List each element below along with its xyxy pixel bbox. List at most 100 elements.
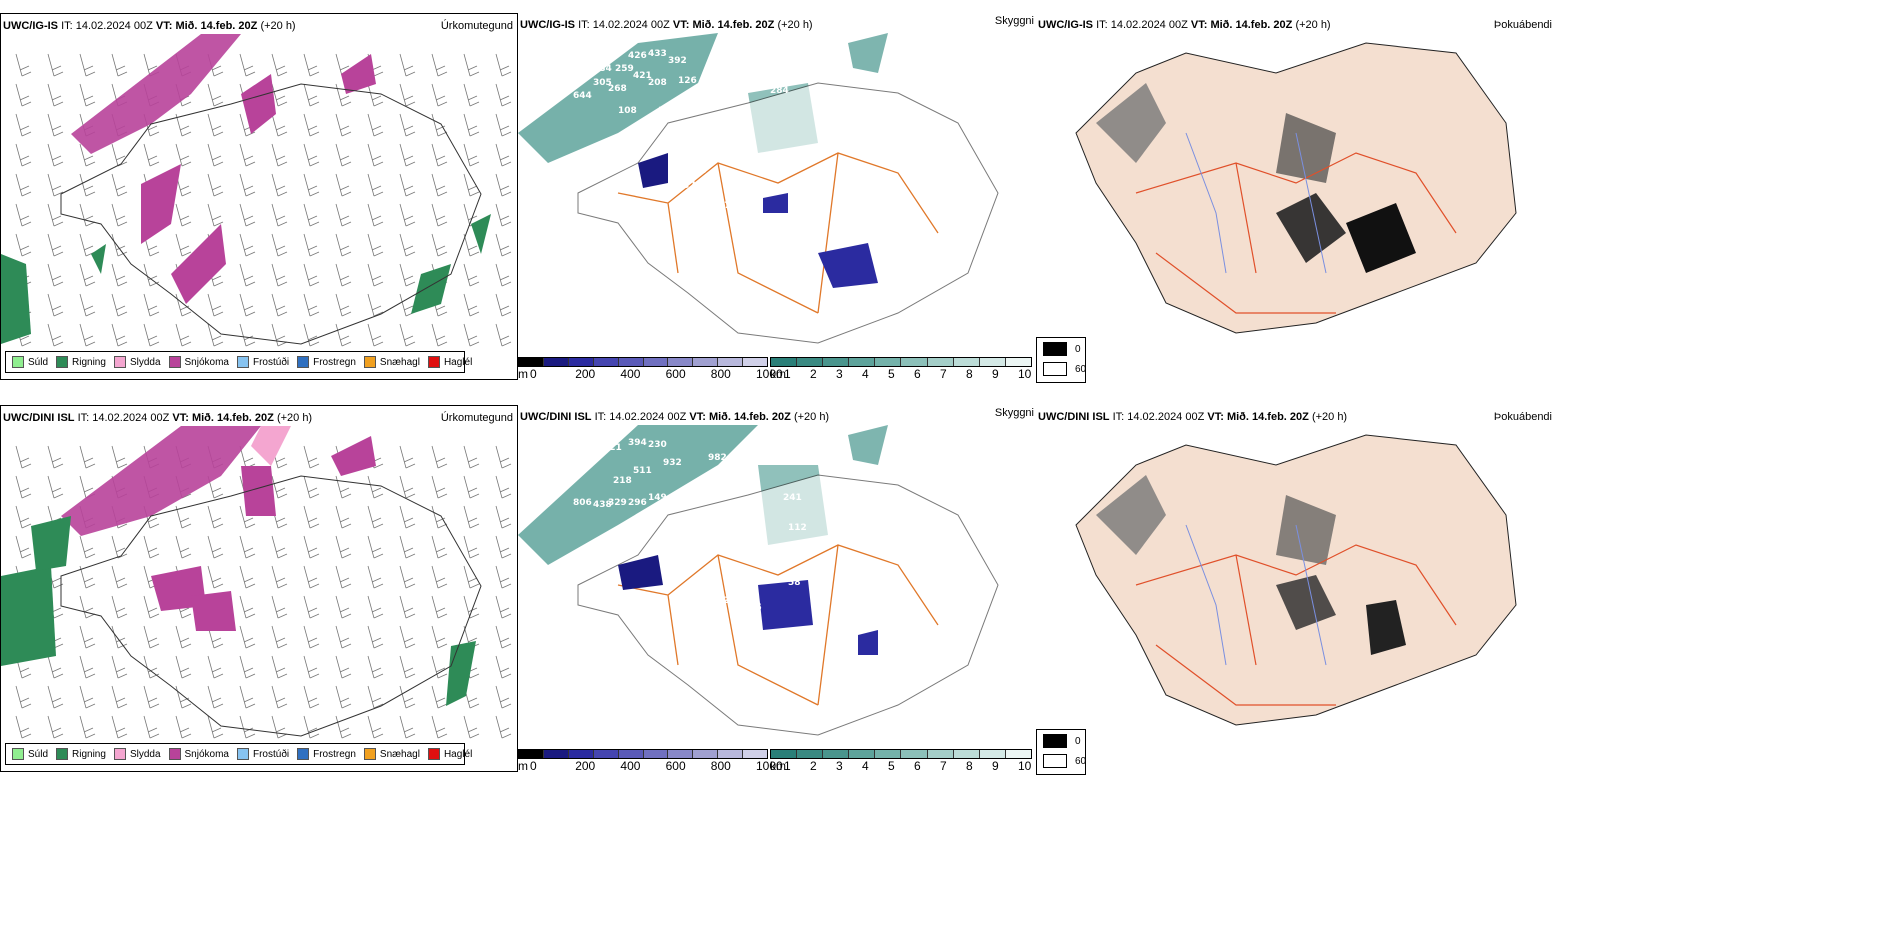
height-label: 96	[888, 221, 901, 231]
height-label: 165	[868, 618, 887, 628]
height-label: 67	[778, 186, 791, 196]
colorbar-unit: m	[518, 759, 528, 773]
legend-label: Snjókoma	[184, 356, 229, 368]
precip-panel-bottom: UWC/DINI ISL IT: 14.02.2024 00Z VT: Mið.…	[0, 405, 518, 772]
colorbar-tick-label: 9	[992, 367, 999, 381]
colorbar-strip	[770, 749, 1032, 759]
precip-legend-item: Frostregn	[297, 748, 356, 760]
height-label: 284	[770, 86, 789, 96]
colorbar-unit: km	[770, 759, 786, 773]
colorbar-tick-label: 1000	[756, 367, 783, 381]
height-label: 392	[668, 56, 687, 66]
legend-swatch	[113, 748, 126, 760]
colorbar-bin	[927, 750, 954, 758]
wind-barbs	[15, 53, 512, 347]
height-label: 621	[603, 443, 622, 453]
legend-swatch	[236, 356, 249, 368]
legend-swatch	[297, 356, 310, 368]
precip-title-top: Úrkomutegund	[440, 20, 513, 32]
fog-legend-label: 0	[1075, 735, 1081, 747]
height-label: 92	[863, 216, 876, 226]
header-bottom-vis: UWC/DINI ISL IT: 14.02.2024 00Z VT: Mið.…	[520, 411, 830, 423]
height-label: 112	[788, 523, 807, 533]
colorbar-bin	[693, 358, 719, 366]
colorbar-tick-label: 8	[966, 759, 973, 773]
colorbar-tick-label: 7	[940, 367, 947, 381]
legend-label: Frostúði	[252, 356, 290, 368]
height-label: 108	[618, 106, 637, 116]
fog-legend-label: 60	[1075, 363, 1087, 375]
precip-legend-item: Súld	[12, 356, 48, 368]
height-label: 421	[633, 71, 652, 81]
colorbar-tick-label: 3	[836, 759, 843, 773]
fog-legend-label: 60	[1075, 755, 1087, 767]
colorbar-bin	[618, 750, 644, 758]
height-label: 430	[703, 613, 722, 623]
colorbar-bin	[718, 358, 744, 366]
colorbar-bin	[668, 750, 694, 758]
colorbar-tick-label: 5	[888, 759, 895, 773]
header-top-precip: UWC/IG-IS IT: 14.02.2024 00Z VT: Mið. 14…	[3, 20, 296, 32]
colorbar-bin	[979, 358, 1006, 366]
precip-title-bottom: Úrkomutegund	[440, 412, 513, 424]
colorbar-tick-label: 6	[914, 367, 921, 381]
colorbar-bin	[927, 358, 954, 366]
colorbar-tick-label: 200	[575, 367, 596, 381]
colorbar-bin	[593, 358, 619, 366]
colorbar-bin	[875, 750, 902, 758]
fog-legend-item: 0	[1043, 734, 1081, 748]
legend-swatch	[427, 356, 440, 368]
height-label: 185	[703, 593, 722, 603]
precip-legend-item: Snjókoma	[168, 748, 229, 760]
height-label: 241	[783, 493, 802, 503]
colorbar-tick-label: 8	[966, 367, 973, 381]
colorbar-bin	[1005, 358, 1031, 366]
colorbar-tick-label: 2	[810, 367, 817, 381]
fog-legend-bottom: 0 60	[1036, 729, 1086, 775]
precip-legend-top: Súld Rigning Slydda Snjókoma Frostúði Frostre…	[5, 351, 472, 373]
legend-label: Snæhagl	[379, 356, 420, 368]
height-label: 208	[648, 78, 667, 88]
legend-label: Frostregn	[313, 356, 356, 368]
legend-label: Súld	[28, 748, 49, 760]
precip-legend-item: Frostregn	[297, 356, 356, 368]
precip-legend-item: Slydda	[113, 748, 161, 760]
colorbar-tick-label: 600	[665, 759, 686, 773]
height-label: 268	[608, 84, 627, 94]
height-label: 102	[838, 236, 857, 246]
colorbar-tick-label: 7	[940, 759, 947, 773]
colorbar-tick-label: 4	[862, 367, 869, 381]
legend-label: Snjókoma	[184, 748, 229, 760]
legend-swatch	[12, 356, 24, 368]
height-label: 932	[663, 458, 682, 468]
vis-title-top: Skyggni	[994, 15, 1034, 27]
colorbar-bin	[568, 358, 594, 366]
height-label: 98	[848, 588, 861, 598]
precip-legend-item: Frostúði	[236, 748, 289, 760]
legend-label: Snæhagl	[379, 748, 420, 760]
height-label: 982	[708, 453, 727, 463]
precip-legend-item: Rigning	[56, 748, 106, 760]
precip-legend-item: Rigning	[56, 356, 106, 368]
colorbar-bin	[743, 358, 768, 366]
colorbar-bin	[643, 750, 669, 758]
height-label: 138	[658, 106, 677, 116]
precip-map-top	[1, 34, 512, 347]
height-label: 756	[708, 510, 727, 520]
legend-label: Frostregn	[313, 748, 356, 760]
height-label: 259	[615, 64, 634, 74]
height-label: 438	[593, 500, 612, 510]
colorbar-bin	[953, 750, 980, 758]
colorbar-tick-label: 10	[1018, 367, 1032, 381]
precip-legend-item: Haglél	[427, 748, 472, 760]
colorbar-strip	[518, 749, 768, 759]
colorbar-bin	[519, 750, 544, 758]
height-label: 426	[628, 51, 647, 61]
fog-map-bottom	[1075, 434, 1517, 726]
height-label: 213	[723, 596, 742, 606]
colorbar-bin	[901, 750, 928, 758]
precip-legend-item: Súld	[12, 748, 48, 760]
height-label: 126	[678, 76, 697, 86]
legend-swatch	[56, 356, 69, 368]
